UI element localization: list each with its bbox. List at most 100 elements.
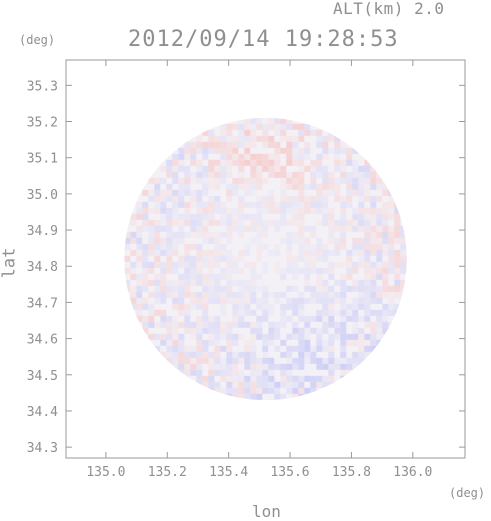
heat-cell	[364, 207, 371, 214]
heat-cell	[244, 363, 251, 370]
heat-cell	[286, 345, 293, 352]
heat-cell	[232, 375, 239, 382]
heat-cell	[232, 189, 239, 196]
heat-cell	[226, 195, 233, 202]
heat-cell	[334, 249, 341, 256]
heat-cell	[202, 309, 209, 316]
heat-cell	[328, 357, 335, 364]
heat-cell	[160, 249, 167, 256]
heat-cell	[226, 369, 233, 376]
heat-cell	[268, 399, 275, 401]
heat-cell	[268, 369, 275, 376]
heat-cell	[166, 165, 173, 172]
heat-cell	[220, 291, 227, 298]
x-tick-label: 135.4	[209, 465, 248, 480]
heat-cell	[352, 159, 359, 166]
x-tick-label: 135.8	[332, 465, 371, 480]
heat-cell	[370, 249, 377, 256]
heat-cell	[232, 135, 239, 142]
heat-cell	[298, 303, 305, 310]
heat-cell	[250, 159, 257, 166]
heat-cell	[310, 381, 317, 388]
heat-cell	[352, 261, 359, 268]
heat-cell	[370, 345, 377, 352]
heat-cell	[190, 363, 197, 370]
heat-cell	[172, 249, 179, 256]
heat-cell	[316, 219, 323, 226]
heat-cell	[244, 141, 251, 148]
heat-cell	[334, 321, 341, 328]
heat-cell	[298, 267, 305, 274]
heat-cell	[160, 351, 167, 358]
heat-cell	[310, 195, 317, 202]
heat-cell	[352, 189, 359, 196]
heat-cell	[214, 279, 221, 286]
heat-cell	[358, 255, 365, 262]
heat-cell	[322, 165, 329, 172]
heat-cell	[304, 279, 311, 286]
heat-cell	[214, 183, 221, 190]
heat-cell	[310, 129, 317, 136]
heat-cell	[226, 231, 233, 238]
heat-cell	[340, 141, 347, 148]
heat-cell	[166, 357, 173, 364]
x-tick-label: 135.0	[86, 465, 125, 480]
heat-cell	[190, 147, 197, 154]
heat-cell	[214, 297, 221, 304]
heat-cell	[226, 321, 233, 328]
heat-cell	[334, 177, 341, 184]
heat-cell	[310, 207, 317, 214]
x-axis-title: lon	[252, 502, 281, 521]
heat-cell	[184, 369, 191, 376]
heat-cell	[370, 267, 377, 274]
heat-cell	[244, 225, 251, 232]
heat-cell	[130, 303, 137, 310]
heat-cell	[190, 225, 197, 232]
heat-cell	[178, 177, 185, 184]
heat-cell	[250, 165, 257, 172]
heat-cell	[310, 297, 317, 304]
heat-cell	[394, 231, 401, 238]
heat-cell	[358, 165, 365, 172]
heat-cell	[322, 339, 329, 346]
heat-cell	[214, 381, 221, 388]
heat-cell	[310, 285, 317, 292]
heat-cell	[208, 339, 215, 346]
heat-cell	[274, 321, 281, 328]
heat-cell	[226, 189, 233, 196]
heat-cell	[262, 153, 269, 160]
heat-cell	[178, 165, 185, 172]
heat-cell	[154, 231, 161, 238]
heat-cell	[148, 249, 155, 256]
heat-cell	[304, 327, 311, 334]
heat-cell	[382, 183, 389, 190]
heat-cell	[250, 309, 257, 316]
heat-cell	[280, 189, 287, 196]
heat-cell	[208, 171, 215, 178]
heat-cell	[202, 141, 209, 148]
heat-cell	[340, 279, 347, 286]
heat-cell	[304, 339, 311, 346]
heat-cell	[262, 195, 269, 202]
heat-cell	[280, 135, 287, 142]
heat-cell	[196, 147, 203, 154]
heat-cell	[286, 303, 293, 310]
heat-cell	[238, 291, 245, 298]
heat-cell	[256, 321, 263, 328]
heat-cell	[160, 261, 167, 268]
heat-cell	[184, 165, 191, 172]
heat-cell	[274, 243, 281, 250]
heat-cell	[250, 201, 257, 208]
heat-cell	[238, 267, 245, 274]
heat-cell	[262, 135, 269, 142]
heat-cell	[196, 279, 203, 286]
heat-cell	[310, 171, 317, 178]
heat-cell	[310, 177, 317, 184]
heat-cell	[226, 273, 233, 280]
heat-cell	[370, 309, 377, 316]
heat-cell	[226, 279, 233, 286]
heat-cell	[340, 339, 347, 346]
heat-cell	[310, 231, 317, 238]
heat-cell	[160, 333, 167, 340]
heat-cell	[292, 135, 299, 142]
